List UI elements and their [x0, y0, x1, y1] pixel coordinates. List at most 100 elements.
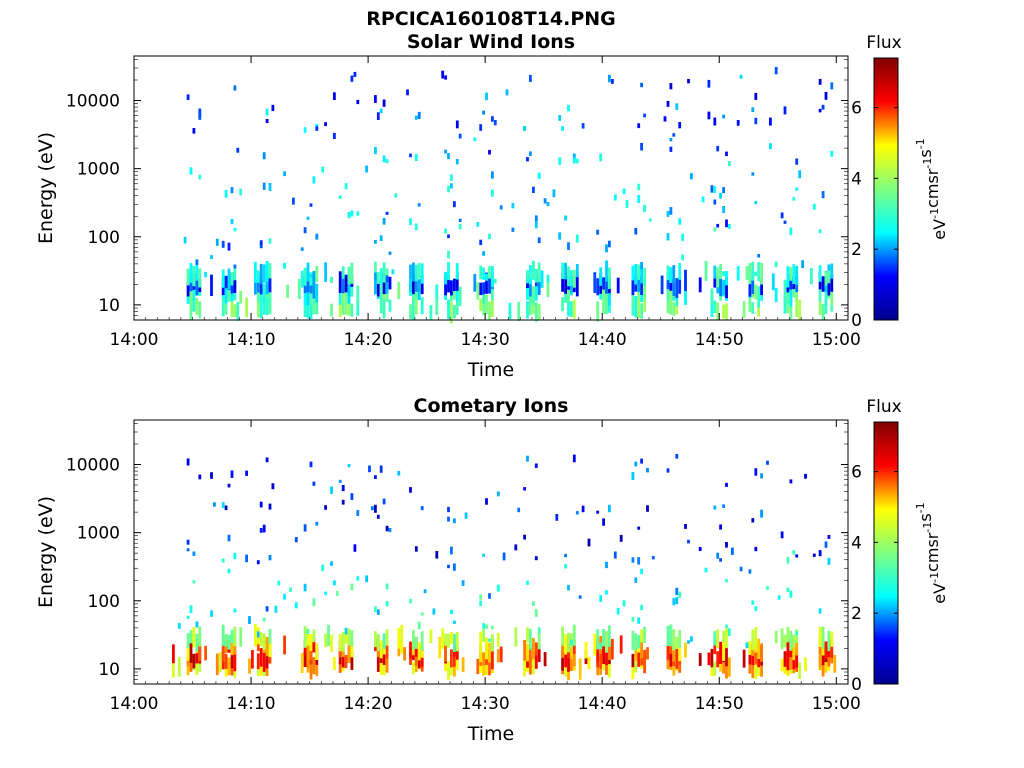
flux-cell: [412, 274, 415, 295]
flux-cell: [564, 288, 567, 303]
flux-cell: [233, 608, 237, 613]
flux-cell: [488, 275, 491, 294]
flux-cell: [745, 266, 749, 281]
flux-cell: [587, 657, 591, 670]
flux-cell: [385, 658, 389, 673]
flux-cell: [631, 653, 635, 668]
flux-cell: [567, 105, 570, 112]
flux-cell: [499, 205, 503, 210]
flux-cell: [417, 262, 421, 279]
flux-cell: [722, 630, 725, 643]
flux-cell: [376, 609, 380, 615]
flux-cell: [210, 472, 213, 479]
flux-cell: [262, 617, 266, 622]
flux-cell: [666, 100, 670, 107]
flux-cell: [239, 290, 243, 304]
flux-cell: [409, 264, 412, 279]
flux-cell: [198, 301, 202, 319]
flux-cell: [192, 551, 196, 556]
flux-cell: [605, 561, 608, 569]
flux-cell: [315, 265, 319, 282]
flux-cell: [420, 297, 424, 315]
flux-cell: [414, 115, 418, 120]
flux-cell: [458, 286, 462, 306]
flux-cell: [780, 212, 784, 219]
flux-cell: [406, 89, 409, 96]
flux-cell: [388, 528, 392, 533]
flux-cell: [529, 274, 532, 297]
flux-cell: [637, 635, 641, 649]
flux-cell: [189, 262, 193, 283]
x-tick-label: 14:10: [227, 694, 276, 714]
flux-cell: [315, 124, 319, 129]
flux-cell: [827, 648, 831, 667]
flux-cell: [766, 586, 769, 590]
flux-cell: [534, 268, 538, 283]
flux-cell: [722, 271, 725, 276]
flux-cell: [391, 269, 395, 275]
flux-cell: [485, 637, 488, 660]
flux-cell: [795, 652, 799, 668]
flux-cell: [294, 537, 298, 543]
flux-cell: [438, 636, 442, 659]
flux-cell: [312, 176, 316, 184]
flux-cell: [777, 595, 781, 600]
flux-cell: [561, 274, 564, 292]
flux-cell: [517, 507, 521, 513]
flux-cell: [210, 255, 213, 259]
flux-cell: [338, 634, 342, 652]
flux-cell: [725, 628, 728, 649]
colorbar-title: Flux: [866, 33, 901, 53]
flux-cell: [453, 518, 456, 524]
flux-cell: [385, 274, 389, 294]
flux-cell: [581, 505, 585, 513]
flux-cell: [265, 649, 269, 669]
flux-cell: [572, 153, 576, 161]
flux-cell: [204, 271, 207, 278]
flux-cell: [605, 651, 608, 665]
flux-cell: [412, 262, 415, 282]
flux-cell: [605, 590, 608, 595]
flux-cell: [409, 304, 412, 320]
flux-cell: [789, 630, 793, 651]
flux-cell: [783, 634, 787, 648]
flux-cell: [210, 610, 213, 617]
flux-cell: [637, 183, 641, 191]
flux-cell: [637, 557, 641, 565]
flux-cell: [262, 651, 266, 672]
flux-cell: [672, 598, 676, 606]
flux-cell: [830, 631, 834, 647]
flux-cell: [602, 277, 605, 290]
flux-cell: [286, 284, 289, 298]
flux-cell: [254, 261, 257, 283]
flux-cell: [637, 195, 641, 203]
flux-cell: [514, 627, 518, 647]
flux-cell: [435, 296, 439, 315]
flux-cell: [409, 641, 412, 659]
flux-cell: [821, 104, 825, 110]
flux-cell: [491, 634, 494, 652]
flux-cell: [669, 296, 673, 315]
flux-cell: [458, 133, 462, 139]
flux-cell: [306, 284, 310, 306]
flux-cell: [350, 643, 354, 658]
colorbar-tick-label: 6: [851, 99, 862, 119]
flux-cell: [631, 278, 635, 296]
flux-cell: [602, 645, 605, 658]
flux-cell: [417, 621, 421, 630]
flux-cell: [751, 656, 755, 678]
flux-cell: [707, 111, 711, 120]
flux-cell: [306, 216, 310, 220]
flux-cell: [259, 501, 263, 508]
flux-cell: [341, 499, 345, 505]
flux-cell: [710, 288, 714, 305]
flux-cell: [374, 475, 377, 479]
flux-cell: [678, 277, 682, 294]
flux-cell: [309, 659, 313, 680]
flux-cell: [754, 468, 758, 476]
flux-cell: [382, 633, 386, 649]
flux-cell: [567, 266, 570, 287]
x-tick-label: 14:50: [695, 330, 744, 350]
flux-cell: [268, 295, 272, 315]
flux-cell: [485, 273, 488, 281]
